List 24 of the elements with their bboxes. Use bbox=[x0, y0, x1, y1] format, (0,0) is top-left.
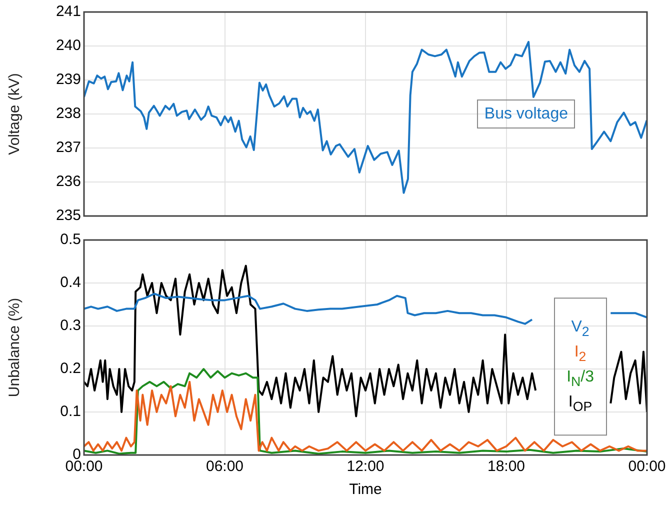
y-axis-title: Voltage (kV) bbox=[6, 73, 24, 155]
y-tick-label: 238 bbox=[56, 105, 81, 122]
x-tick-label: 12:00 bbox=[346, 458, 384, 476]
y-tick-label: 237 bbox=[56, 139, 81, 156]
x-tick-label: 06:00 bbox=[206, 458, 244, 476]
y-axis-title: Unbalance (%) bbox=[6, 298, 24, 398]
y-tick-label: 236 bbox=[56, 173, 81, 190]
y-tick-label: 0.3 bbox=[60, 317, 81, 334]
x-tick-label: 00:00 bbox=[628, 458, 666, 476]
y-tick-label: 0.1 bbox=[60, 403, 81, 420]
y-tick-label: 0.2 bbox=[60, 360, 81, 378]
y-tick-label: 240 bbox=[56, 37, 81, 54]
text: I$_{N}$/3 bbox=[566, 368, 594, 391]
series-label: Bus voltage bbox=[484, 104, 568, 124]
series-label: I$_{OP}$ bbox=[567, 392, 594, 416]
y-tick-label: 235 bbox=[56, 207, 81, 224]
text: I$_{2}$ bbox=[573, 342, 588, 366]
series-label: V$_{2}$ bbox=[570, 317, 590, 340]
x-tick-label: 18:00 bbox=[487, 458, 526, 476]
y-tick-label: 241 bbox=[56, 3, 81, 20]
y-tick-label: 0.5 bbox=[60, 231, 81, 248]
y-tick-label: 0.4 bbox=[60, 274, 81, 292]
y-tick-label: 239 bbox=[56, 71, 81, 88]
x-axis-title: Time bbox=[349, 481, 382, 498]
